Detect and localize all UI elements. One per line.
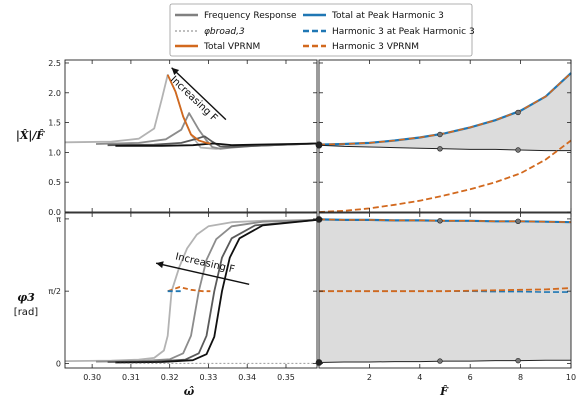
x-tick-label: 0.32 (161, 373, 179, 382)
marker-lower (515, 147, 521, 153)
legend-label-frequency-response: Frequency Response (204, 11, 297, 21)
x-tick-label: 8 (518, 373, 523, 382)
legend-entry-harmonic-vprnm: Harmonic 3 VPRNM (303, 42, 419, 52)
legend-entry-harmonic-peak: Harmonic 3 at Peak Harmonic 3 (303, 27, 475, 37)
harmonic-vprnm-line (318, 139, 572, 213)
panel-bottom-right: 2 4 6 8 10 (315, 212, 576, 382)
y-tick-label: 0.5 (48, 178, 61, 187)
frequency-response-curve (166, 74, 211, 145)
frequency-response-curve (115, 142, 318, 147)
lower-branch-line (318, 359, 571, 363)
marker-upper (437, 218, 443, 224)
x-tick-label: 0.34 (238, 373, 256, 382)
x-tick-label: 4 (417, 373, 422, 382)
annotation-text-bottom: Increasing F (174, 251, 236, 275)
frequency-response-curve (115, 219, 318, 364)
x-label-left: ω̂ (184, 385, 195, 398)
panel-frame (64, 59, 318, 213)
annotation-arrow-top-shaft (171, 67, 227, 121)
y-tick-label: π (56, 215, 61, 224)
annotation-arrow-bottom-head (156, 261, 164, 269)
x-tick-label: 0.31 (122, 373, 140, 382)
total-vprnm-upper (318, 72, 572, 146)
annotation-arrow-bottom-shaft (155, 262, 250, 285)
y-tick-label: π/2 (48, 287, 61, 296)
annotation-arrow-top-head (171, 67, 180, 76)
y-tick-label: 1.5 (48, 119, 61, 128)
marker-upper (515, 218, 521, 224)
lower-branch-line (318, 144, 571, 152)
legend-entry-frequency-response: Frequency Response (175, 11, 297, 21)
annotation-text-top: Increasing F (168, 74, 220, 124)
harmonic-vprnm-line (319, 287, 572, 293)
legend: Frequency Response φbroad,3 Total VPRNM … (169, 3, 475, 57)
marker-lower (437, 358, 443, 364)
legend-label-total-vprnm: Total VPRNM (203, 42, 260, 52)
marker-lower (437, 146, 443, 152)
legend-entry-phi-broad: φbroad,3 (175, 27, 245, 37)
x-tick-label: 6 (468, 373, 473, 382)
shaded-band (319, 73, 571, 151)
y-label-top: |X̂|/F̂ (16, 129, 46, 142)
panel-bottom-left: Increasing F 0.30 0.31 0.32 0.33 0.34 0.35 0 π/2… (48, 212, 318, 382)
panel-frame (318, 212, 572, 369)
legend-label-total-peak: Total at Peak Harmonic 3 (331, 11, 444, 21)
x-tick-label: 2 (367, 373, 372, 382)
marker-lower (515, 357, 521, 364)
legend-entry-total-peak: Total at Peak Harmonic 3 (303, 11, 444, 21)
harmonic-vprnm-curve (167, 286, 211, 293)
y-tick-label: 0 (56, 359, 61, 368)
panel-frame (318, 59, 572, 213)
y-label-bottom: φ3 (17, 291, 35, 304)
marker-upper (437, 131, 443, 138)
total-vprnm-upper (318, 218, 572, 223)
x-tick-label: 0.30 (83, 373, 101, 382)
legend-entry-total-vprnm: Total VPRNM (175, 42, 260, 52)
frequency-response-curve (107, 135, 318, 148)
legend-label-phi-broad: φbroad,3 (204, 27, 245, 37)
y-tick-label: 0.0 (48, 208, 61, 217)
legend-label-harmonic-peak: Harmonic 3 at Peak Harmonic 3 (332, 27, 475, 37)
y-tick-label: 1.0 (48, 148, 61, 157)
x-tick-label: 0.35 (277, 373, 295, 382)
y-label-bottom-unit: [rad] (14, 307, 38, 318)
y-tick-label: 2.5 (48, 59, 61, 68)
x-label-right: F̂ (439, 385, 449, 398)
marker-upper (515, 109, 521, 116)
x-tick-label: 10 (566, 373, 576, 382)
panel-top-left: Increasing F 0.0 0.5 1.0 1.5 2.0 2.5 (48, 59, 318, 217)
panel-frame (64, 212, 318, 369)
frequency-response-curve (95, 219, 318, 363)
y-tick-label: 2.0 (48, 89, 61, 98)
frequency-response-curve (64, 219, 318, 362)
panel-top-right (315, 59, 572, 213)
x-tick-label: 0.33 (200, 373, 218, 382)
legend-label-harmonic-vprnm: Harmonic 3 VPRNM (332, 42, 419, 52)
